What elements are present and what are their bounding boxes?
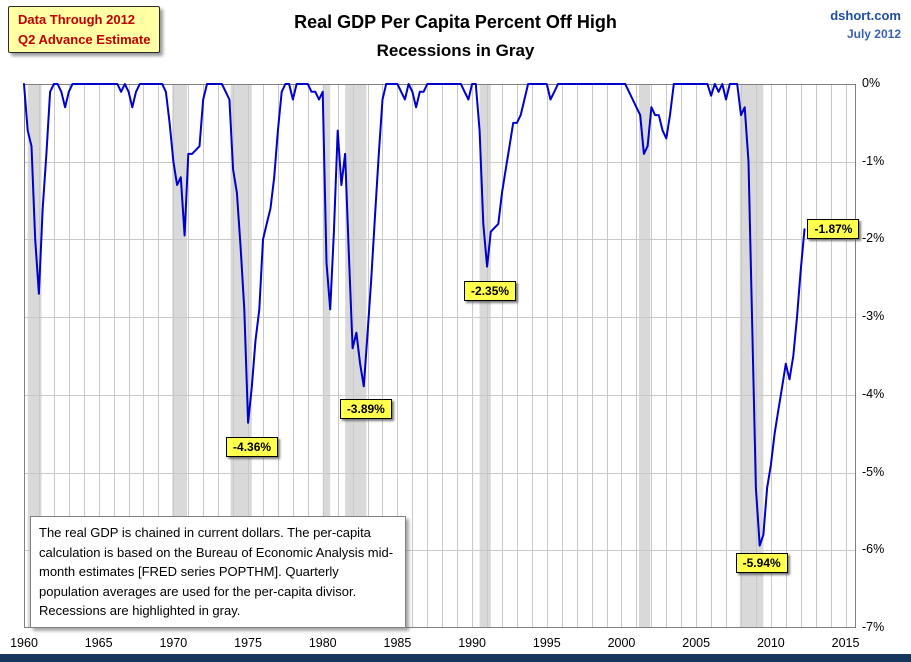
y-axis-tick-label: 0% [862, 76, 881, 90]
data-through-stamp: Data Through 2012 Q2 Advance Estimate [8, 6, 161, 53]
chart-title: Real GDP Per Capita Percent Off High [294, 12, 617, 32]
recession-band [638, 84, 651, 628]
recession-band [27, 84, 42, 628]
y-axis-tick-label: -2% [862, 231, 885, 246]
recession-band [345, 84, 367, 628]
stamp-line2: Q2 Advance Estimate [18, 31, 151, 47]
x-axis-tick-label: 2005 [682, 636, 711, 650]
methodology-note-text: The real GDP is chained in current dolla… [39, 525, 394, 618]
x-axis-tick-label: 2000 [607, 636, 636, 650]
y-axis-tick-label: -1% [862, 153, 885, 168]
y-axis-tick-label: -4% [862, 386, 885, 401]
brand-date: July 2012 [846, 27, 901, 41]
chart-title-block: Real GDP Per Capita Percent Off High Rec… [150, 12, 761, 61]
trough-callout: -4.36% [226, 436, 279, 457]
trough-callout: -2.35% [464, 280, 517, 301]
trough-callout: -5.94% [735, 552, 788, 573]
trough-callout: -1.87% [807, 219, 860, 240]
x-axis-tick-label: 1995 [532, 636, 561, 650]
x-axis-tick-label: 1965 [84, 636, 113, 650]
recession-band [230, 84, 252, 628]
y-axis-tick-label: -6% [862, 542, 885, 557]
x-axis-tick-label: 1985 [383, 636, 412, 650]
x-axis-tick-label: 2015 [831, 636, 860, 650]
x-axis-tick-label: 1975 [234, 636, 262, 650]
chart-subtitle: Recessions in Gray [376, 41, 535, 60]
footer-bar [0, 654, 911, 662]
recession-band [322, 84, 331, 628]
trough-callout: -3.89% [339, 399, 392, 420]
x-axis-tick-label: 1980 [308, 636, 337, 650]
brand-block: dshort.com July 2012 [830, 8, 901, 41]
x-axis-tick-label: 1990 [458, 636, 487, 650]
x-axis-tick-label: 2010 [756, 636, 785, 650]
gdp-drawdown-line [23, 83, 806, 547]
recession-band [479, 84, 491, 628]
stamp-line1: Data Through 2012 [18, 12, 136, 27]
x-axis-tick-label: 1960 [10, 636, 38, 650]
y-axis-tick-label: -7% [862, 620, 885, 634]
recession-band [739, 84, 764, 628]
methodology-note: The real GDP is chained in current dolla… [30, 516, 406, 628]
recession-bands [27, 84, 764, 628]
x-axis-tick-label: 1970 [159, 636, 188, 650]
brand-name: dshort.com [830, 8, 901, 23]
y-axis-tick-label: -5% [862, 464, 885, 479]
y-axis-tick-label: -3% [862, 309, 885, 324]
